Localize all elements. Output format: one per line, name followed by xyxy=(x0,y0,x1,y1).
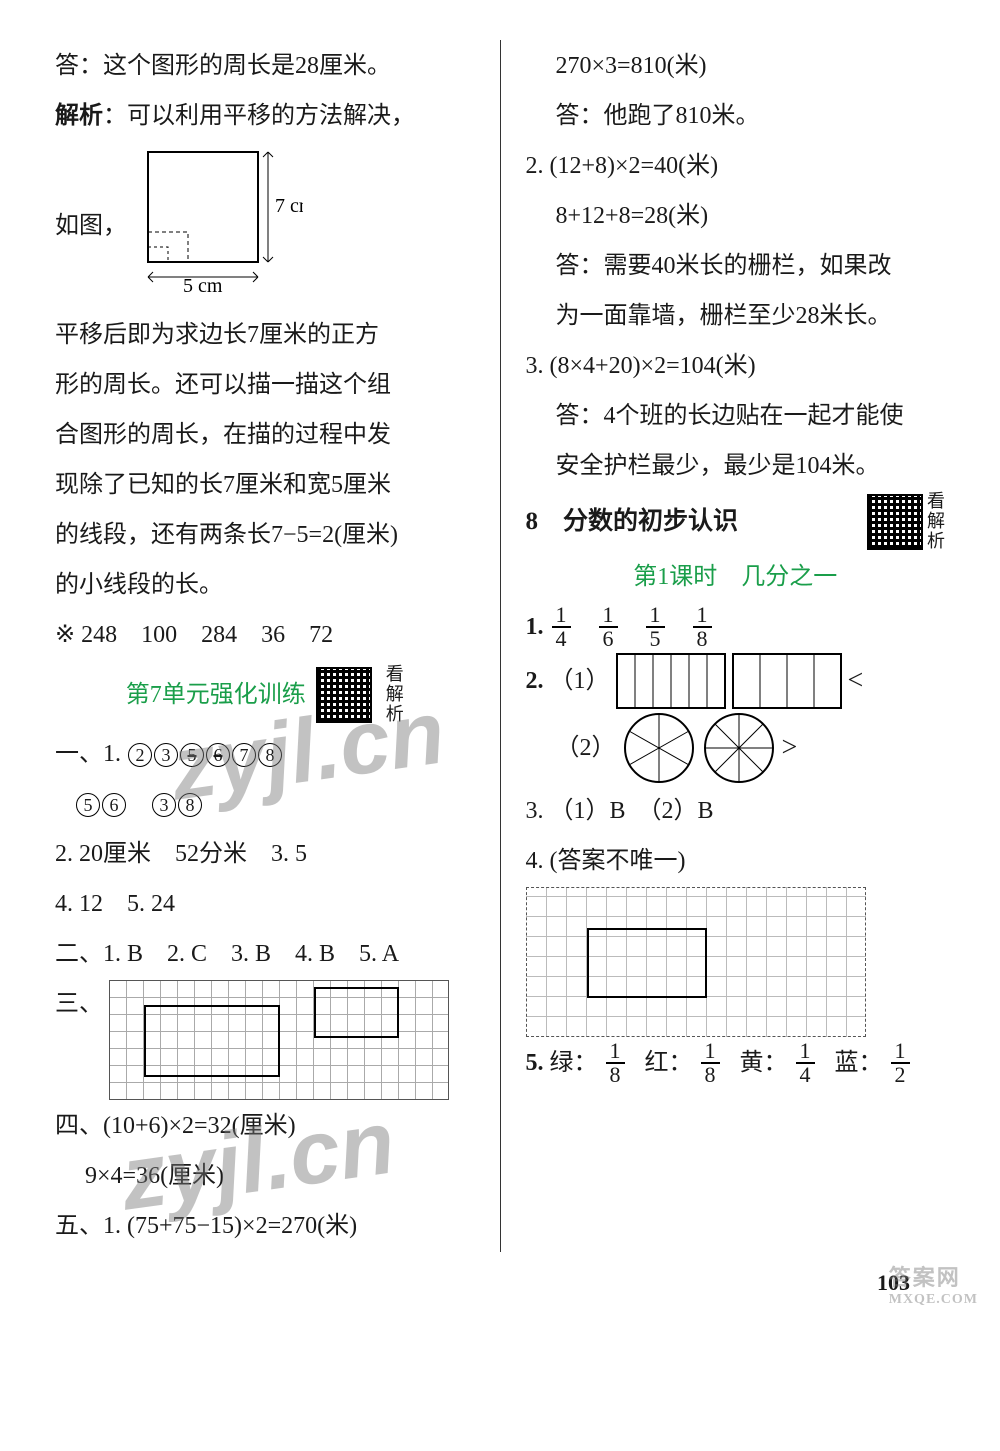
label-jiexi: 解析 xyxy=(55,103,103,129)
qr-code-icon xyxy=(867,494,923,550)
prefix: 一、1. xyxy=(55,741,121,767)
circle-8parts xyxy=(702,711,776,785)
answer-line: 四、(10+6)×2=32(厘米) xyxy=(55,1102,475,1150)
fraction: 15 xyxy=(646,604,665,650)
text-line: 2. (12+8)×2=40(米) xyxy=(526,142,946,190)
circled-number: 8 xyxy=(258,743,282,767)
q2-1-row: 2. （1） < xyxy=(526,653,946,709)
text-line: 8+12+8=28(米) xyxy=(526,192,946,240)
text-line: 3. (8×4+20)×2=104(米) xyxy=(526,342,946,390)
fraction: 14 xyxy=(552,604,571,650)
text-line: 的线段，还有两条长7−5=2(厘米) xyxy=(55,511,475,559)
corner-watermark: 答案网 MXQE.COM xyxy=(889,1260,978,1308)
grid-figure xyxy=(526,887,866,1037)
fraction: 16 xyxy=(599,604,618,650)
lesson-title: 第1课时 几分之一 xyxy=(526,553,946,601)
fig-h-label: 7 cm xyxy=(275,195,303,217)
color-label: 绿： xyxy=(550,1039,598,1087)
circled-number: 5 xyxy=(180,743,204,767)
grid-figure xyxy=(109,980,449,1100)
text-line: 270×3=810(米) xyxy=(526,42,946,90)
text-line: 答：他跑了810米。 xyxy=(526,92,946,140)
answer-line: 4. 12 5. 24 xyxy=(55,880,475,928)
corner-main: 答案网 xyxy=(889,1265,961,1290)
q2-2-row: （2） > xyxy=(526,711,946,785)
text-line: 答：4个班的长边贴在一起才能使 xyxy=(526,392,946,440)
text-line: 现除了已知的长7厘米和宽5厘米 xyxy=(55,461,475,509)
circled-number: 7 xyxy=(232,743,256,767)
grid-rect xyxy=(314,987,399,1038)
section8-title: 8 分数的初步认识 xyxy=(526,497,739,547)
sub-label: （2） xyxy=(556,724,616,772)
text-line: 解析：可以利用平移的方法解决， xyxy=(55,92,475,140)
color-label: 红： xyxy=(645,1039,693,1087)
text-line: 为一面靠墙，栅栏至少28米长。 xyxy=(526,292,946,340)
circled-number: 6 xyxy=(206,743,230,767)
text-line: 形的周长。还可以描一描这个组 xyxy=(55,361,475,409)
circled-number: 2 xyxy=(128,743,152,767)
compare-sign: < xyxy=(848,653,864,709)
label: 三、 xyxy=(55,980,103,1028)
fraction: 18 xyxy=(701,1040,720,1086)
text-line: 合图形的周长，在描的过程中发 xyxy=(55,411,475,459)
q-label: 5. xyxy=(526,1039,544,1087)
question-3-row: 三、 xyxy=(55,980,475,1100)
left-column: 答：这个图形的周长是28厘米。 解析：可以利用平移的方法解决， 如图， xyxy=(30,40,501,1252)
q1-row: 1. 14 16 15 18 xyxy=(526,603,946,651)
text-span: 如图， xyxy=(55,202,127,250)
unit7-header: 第7单元强化训练 看解析 xyxy=(55,665,475,724)
answer-line: 五、1. (75+75−15)×2=270(米) xyxy=(55,1202,475,1250)
text-span: ：可以利用平移的方法解决， xyxy=(103,103,415,129)
qr-label: 看解析 xyxy=(927,492,945,551)
corner-sub: MXQE.COM xyxy=(889,1292,978,1308)
q-label: 1. xyxy=(526,603,544,651)
q5-row: 5. 绿： 18 红： 18 黄： 14 蓝： 12 xyxy=(526,1039,946,1087)
color-label: 黄： xyxy=(740,1039,788,1087)
answer-line: 一、1. 235678 xyxy=(55,730,475,778)
text-line: ※ 248 100 284 36 72 xyxy=(55,611,475,659)
compare-sign: > xyxy=(782,720,798,776)
fig-w-label: 5 cm xyxy=(183,275,223,292)
circled-number: 3 xyxy=(152,793,176,817)
q4-grid-row xyxy=(526,887,946,1037)
answer-line: 3. （1）B （2）B xyxy=(526,787,946,835)
answer-line: 二、1. B 2. C 3. B 4. B 5. A xyxy=(55,930,475,978)
figure-translation: 7 cm 5 cm xyxy=(133,142,303,309)
right-column: 270×3=810(米) 答：他跑了810米。 2. (12+8)×2=40(米… xyxy=(501,40,971,1252)
fraction: 18 xyxy=(693,604,712,650)
color-label: 蓝： xyxy=(835,1039,883,1087)
sub-label: （1） xyxy=(550,657,610,705)
page-number: 103 xyxy=(30,1270,970,1296)
circled-number: 3 xyxy=(154,743,178,767)
figure-row: 如图， 7 cm xyxy=(55,142,475,309)
circled-number: 6 xyxy=(102,793,126,817)
unit7-title: 第7单元强化训练 xyxy=(126,671,306,719)
section8-header: 8 分数的初步认识 看解析 xyxy=(526,492,946,551)
fraction: 18 xyxy=(606,1040,625,1086)
circle-6parts xyxy=(622,711,696,785)
fraction: 12 xyxy=(891,1040,910,1086)
grid-rect xyxy=(144,1005,280,1077)
answer-line: 2. 20厘米 52分米 3. 5 xyxy=(55,830,475,878)
text-line: 答：这个图形的周长是28厘米。 xyxy=(55,42,475,90)
answer-line: 56 38 xyxy=(55,780,475,828)
text-line: 的小线段的长。 xyxy=(55,561,475,609)
grid-rect xyxy=(587,928,707,998)
fraction: 14 xyxy=(796,1040,815,1086)
circled-number: 5 xyxy=(76,793,100,817)
qr-code-icon xyxy=(316,667,372,723)
circled-number: 8 xyxy=(178,793,202,817)
q-label: 2. xyxy=(526,657,544,705)
text-line: 安全护栏最少，最少是104米。 xyxy=(526,442,946,490)
answer-line: 4. (答案不唯一) xyxy=(526,837,946,885)
rect-4parts xyxy=(732,653,842,709)
text-line: 平移后即为求边长7厘米的正方 xyxy=(55,311,475,359)
text-line: 答：需要40米长的栅栏，如果改 xyxy=(526,242,946,290)
rect-6parts xyxy=(616,653,726,709)
qr-label: 看解析 xyxy=(386,665,404,724)
answer-line: 9×4=36(厘米) xyxy=(55,1152,475,1200)
